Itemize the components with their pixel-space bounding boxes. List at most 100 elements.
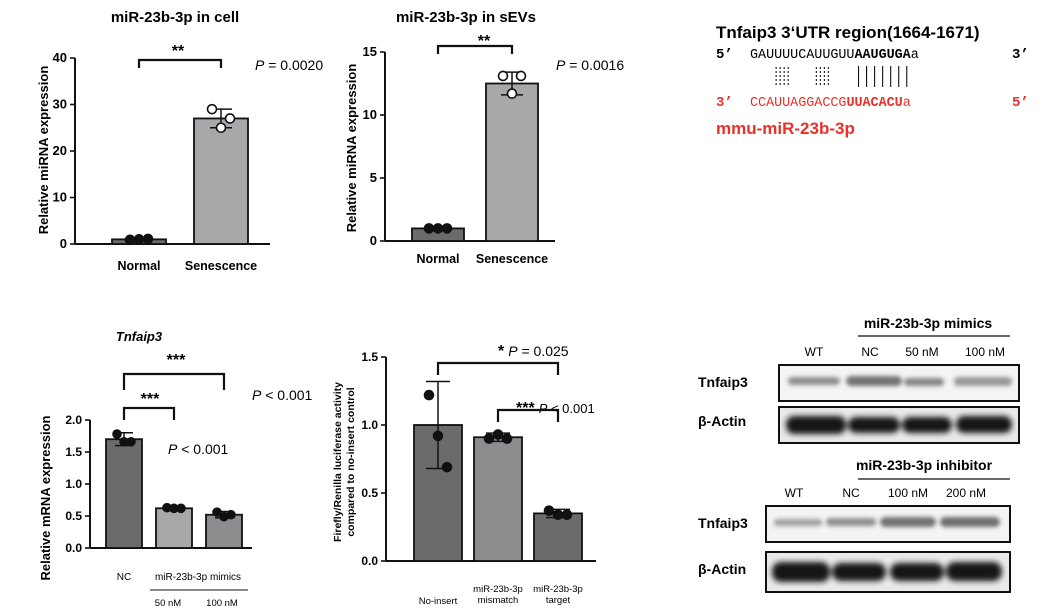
- sequence-bottom-prefix: 3’: [716, 95, 733, 111]
- blot-mimics-lane-2: NC: [861, 345, 879, 359]
- panel-c-sig-top: ***: [167, 352, 186, 369]
- x-tick-label: mismatch: [478, 595, 519, 606]
- data-point: [552, 509, 564, 521]
- panel-d-axes: 0.00.51.01.5No-insertmiR-23b-3pmismatchm…: [361, 350, 596, 607]
- panel-a: miR-23b-3p in cell ** P = 0.0020 Relativ…: [36, 9, 323, 273]
- panel-d-ylabel-line2: compared to no-insert control: [345, 387, 357, 536]
- blot-inhibitor-lane-1: WT: [785, 486, 804, 500]
- panel-a-axes: 0 10 20 30 40 Normal Senescence: [53, 50, 270, 273]
- panel-d-ylabel-line1: Firefly/Renilla luciferase activity: [332, 382, 344, 542]
- blot-inhibitor-lane-4: 200 nM: [946, 486, 986, 500]
- x-tick-label: Senescence: [185, 259, 257, 273]
- sequence-bottom-suffix: 5’: [1012, 95, 1029, 111]
- blot-inhibitor-group-label: miR-23b-3p inhibitor: [856, 457, 993, 473]
- blot-mimics-tnfaip3-bands: [788, 376, 1012, 386]
- data-point: [432, 430, 444, 442]
- data-point: [501, 433, 513, 444]
- data-point: [133, 234, 145, 245]
- sequence-bottom-strand: CCAUUAGGACCGUUACACUa: [750, 96, 911, 111]
- western-blot-inhibitor: miR-23b-3p inhibitor WT NC 100 nM 200 nM…: [698, 457, 1011, 593]
- panel-c-sig-mid: ***: [141, 391, 160, 408]
- data-point: [423, 389, 435, 401]
- data-point: [206, 103, 218, 115]
- significance-bracket: [137, 58, 223, 68]
- panel-d: * P = 0.025 *** P < 0.001 Firefly/Renilla …: [332, 343, 596, 607]
- significance-bracket: [436, 361, 560, 375]
- y-tick-label: 30: [53, 97, 67, 112]
- blot-inhibitor-lane-2: NC: [842, 486, 860, 500]
- blot-inhibitor-row-tnfaip3: Tnfaip3: [698, 515, 748, 531]
- panel-d-p-mid: *** P < 0.001: [516, 400, 595, 417]
- y-tick-label: 20: [53, 143, 67, 158]
- blot-mimics-group-label: miR-23b-3p mimics: [864, 315, 993, 331]
- panel-b: miR-23b-3p in sEVs ** P = 0.0016 Relativ…: [344, 9, 624, 266]
- x-tick-label: target: [546, 595, 571, 606]
- panel-b-title: miR-23b-3p in sEVs: [396, 9, 536, 26]
- data-point: [483, 433, 495, 444]
- data-point: [497, 70, 509, 82]
- y-tick-label: 10: [363, 107, 377, 122]
- data-point: [515, 70, 527, 82]
- x-tick-label: Normal: [117, 259, 160, 273]
- significance-bracket: [436, 44, 514, 54]
- data-point: [561, 509, 573, 521]
- data-point: [212, 507, 222, 517]
- bar: [533, 512, 583, 562]
- bar: [485, 82, 539, 242]
- data-point: [432, 223, 444, 234]
- blot-inhibitor-actin-bands: [772, 562, 1002, 582]
- panel-b-sig: **: [478, 33, 491, 50]
- data-point: [142, 233, 154, 245]
- data-point: [543, 505, 555, 516]
- blot-mimics-lane-1: WT: [805, 345, 824, 359]
- panel-c: Tnfaip3 *** *** P < 0.001 P < 0.001 Rela…: [38, 329, 313, 609]
- data-point: [124, 234, 136, 246]
- y-tick-label: 1.0: [65, 477, 82, 491]
- y-tick-label: 0: [60, 236, 67, 251]
- panel-a-ylabel: Relative miRNA expression: [36, 66, 51, 235]
- x-tick-label: 50 nM: [155, 598, 181, 609]
- data-point: [126, 436, 136, 447]
- panel-b-ylabel: Relative miRNA expression: [344, 64, 359, 233]
- x-tick-label: Senescence: [476, 252, 548, 266]
- panel-a-pvalue: P = 0.0020: [255, 57, 323, 73]
- x-tick-label: miR-23b-3p: [473, 584, 523, 595]
- data-point: [492, 429, 504, 440]
- y-tick-label: 0: [370, 233, 377, 248]
- x-tick-label: No-insert: [419, 596, 458, 607]
- data-point: [176, 503, 186, 514]
- blot-mimics-row-tnfaip3: Tnfaip3: [698, 374, 748, 390]
- panel-c-p-mid: P < 0.001: [168, 441, 229, 457]
- y-tick-label: 1.0: [361, 418, 378, 432]
- significance-bracket: [496, 408, 560, 422]
- data-point: [441, 223, 453, 234]
- y-tick-label: 0.5: [65, 509, 82, 523]
- x-tick-label: Normal: [416, 252, 459, 266]
- blot-mimics-actin-bands: [786, 416, 1012, 434]
- significance-bracket: [122, 406, 176, 420]
- y-tick-label: 0.5: [361, 486, 378, 500]
- panel-d-p-top: * P = 0.025: [498, 343, 569, 360]
- bar: [155, 507, 193, 549]
- sequence-top-strand: GAUUUUCAUUGUUAAUGUGAa: [750, 48, 919, 63]
- blot-mimics-row-actin: β-Actin: [698, 413, 746, 429]
- blot-inhibitor-lane-3: 100 nM: [888, 486, 928, 500]
- blot-mimics-lane-4: 100 nM: [965, 345, 1005, 359]
- sequence-top-suffix: 3’: [1012, 47, 1029, 63]
- base-pairing-lines: [775, 66, 908, 87]
- x-tick-label: 100 nM: [206, 598, 238, 609]
- x-tick-label: miR-23b-3p: [533, 584, 583, 595]
- y-tick-label: 15: [363, 44, 377, 59]
- x-tick-label: NC: [117, 572, 131, 583]
- y-tick-label: 1.5: [65, 445, 82, 459]
- bar: [105, 438, 143, 549]
- panel-c-title: Tnfaip3: [116, 329, 163, 344]
- data-point: [423, 223, 435, 234]
- data-point: [226, 509, 236, 520]
- significance-bracket: [122, 372, 226, 390]
- data-point: [215, 122, 227, 134]
- panel-a-title: miR-23b-3p in cell: [111, 9, 239, 26]
- y-tick-label: 10: [53, 190, 67, 205]
- data-point: [506, 88, 518, 99]
